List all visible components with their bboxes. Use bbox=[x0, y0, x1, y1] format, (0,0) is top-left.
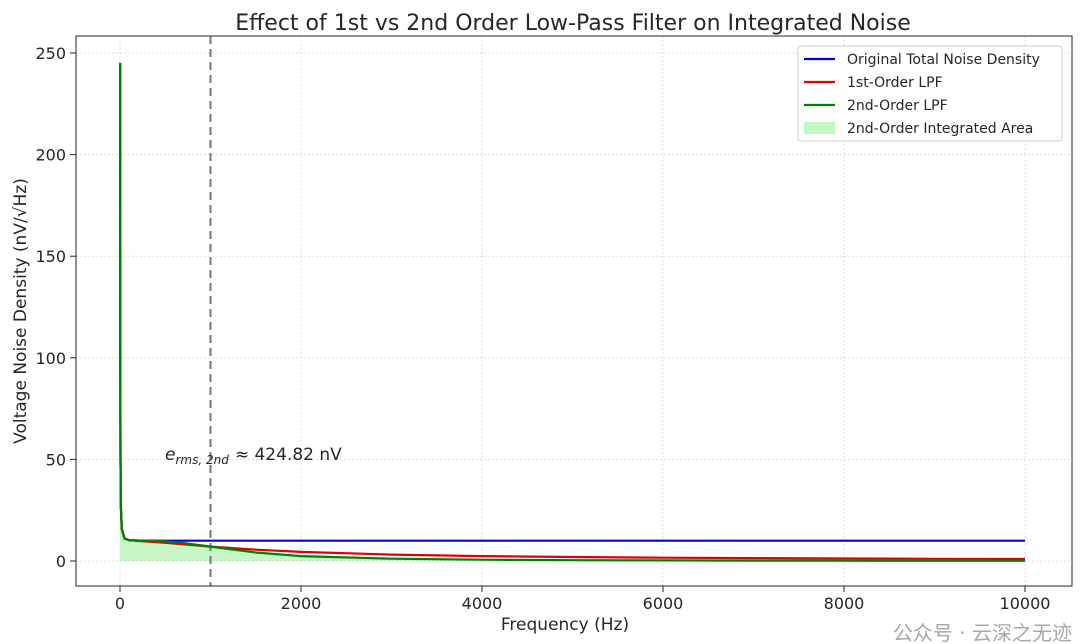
x-tick-label: 10000 bbox=[1000, 594, 1051, 613]
y-tick-label: 200 bbox=[35, 146, 66, 165]
legend-label: 2nd-Order LPF bbox=[847, 98, 948, 114]
legend-swatch bbox=[804, 122, 835, 134]
chart-title: Effect of 1st vs 2nd Order Low-Pass Filt… bbox=[235, 11, 911, 36]
legend-label: 2nd-Order Integrated Area bbox=[847, 121, 1033, 137]
y-axis-label: Voltage Noise Density (nV/√Hz) bbox=[11, 178, 31, 444]
x-tick-label: 4000 bbox=[462, 594, 503, 613]
x-tick-label: 8000 bbox=[824, 594, 865, 613]
y-tick-label: 250 bbox=[35, 44, 66, 63]
y-tick-label: 150 bbox=[35, 247, 66, 266]
legend: Original Total Noise Density 1st-Order LP… bbox=[797, 45, 1063, 142]
legend-label: Original Total Noise Density bbox=[847, 52, 1040, 68]
x-tick-label: 0 bbox=[115, 594, 125, 613]
y-tick-label: 0 bbox=[56, 552, 66, 571]
annotation-symbol: e bbox=[165, 445, 175, 465]
legend-label: 1st-Order LPF bbox=[847, 75, 943, 91]
annotation-text: ≈ 424.82 nV bbox=[235, 445, 342, 465]
x-axis-label: Frequency (Hz) bbox=[501, 615, 629, 635]
y-tick-label: 100 bbox=[35, 349, 66, 368]
axis-ticks: 0 2000 4000 6000 8000 10000 0 50 100 150 200 250 bbox=[35, 44, 1050, 613]
plot-frame bbox=[75, 35, 1073, 587]
watermark: 公众号 · 云深之无迹 bbox=[893, 621, 1072, 644]
x-tick-label: 2000 bbox=[281, 594, 322, 613]
annotation-subscript: rms, 2nd bbox=[175, 453, 229, 467]
x-tick-label: 6000 bbox=[643, 594, 684, 613]
series-lines bbox=[118, 62, 1026, 562]
annotation: erms, 2nd ≈ 424.82 nV bbox=[165, 445, 342, 467]
y-tick-label: 50 bbox=[46, 450, 66, 469]
series-line-2nd-order-lpf bbox=[118, 62, 1025, 562]
